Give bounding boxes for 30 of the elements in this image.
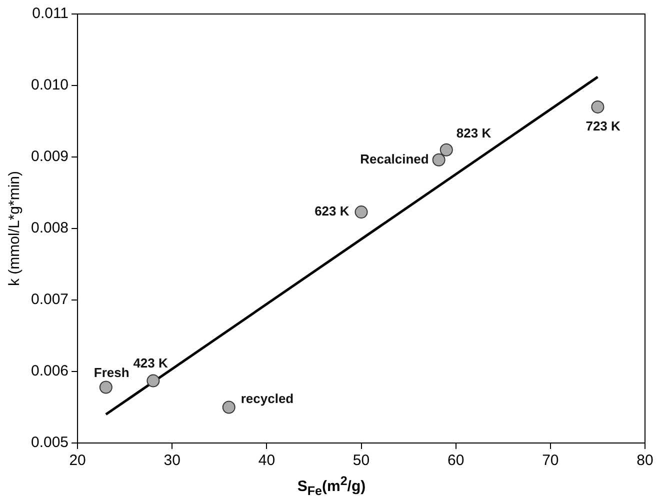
- y-tick-label: 0.008: [30, 220, 69, 237]
- y-tick-label: 0.006: [30, 362, 69, 380]
- point: [432, 153, 446, 166]
- x-tick-label: 30: [164, 452, 180, 470]
- annotation: 723 K: [586, 118, 622, 134]
- point: [440, 143, 453, 156]
- y-tick-label: 0.011: [32, 5, 69, 22]
- annotation: 623 K: [314, 204, 350, 219]
- annotation: 423 K: [133, 355, 168, 370]
- x-axis-title: S$_{Fe}$(m$^{2}$/g): [296, 474, 367, 498]
- x-tick-label: 40: [258, 452, 276, 470]
- x-tick-label: 50: [352, 452, 370, 470]
- point: [146, 374, 160, 388]
- annotation: 823 K: [456, 125, 492, 140]
- x-tick-label: 70: [542, 452, 559, 470]
- point: [354, 206, 368, 219]
- point: [591, 100, 604, 114]
- point: [222, 400, 236, 414]
- x-tick-label: 80: [636, 452, 654, 470]
- y-tick-label: 0.010: [30, 76, 69, 94]
- x-tick-label: 60: [448, 452, 464, 470]
- y-axis-title: k (mmol/L*g*min): [6, 170, 24, 286]
- y-tick-label: 0.005: [30, 434, 69, 452]
- annotation: Recalcined: [360, 151, 429, 166]
- annotation: recycled: [240, 390, 294, 406]
- y-tick-label: 0.009: [30, 148, 69, 166]
- y-tick-label: 0.007: [30, 291, 69, 308]
- annotation: Fresh: [94, 364, 130, 380]
- point: [99, 380, 112, 394]
- x-tick-label: 20: [69, 452, 86, 470]
